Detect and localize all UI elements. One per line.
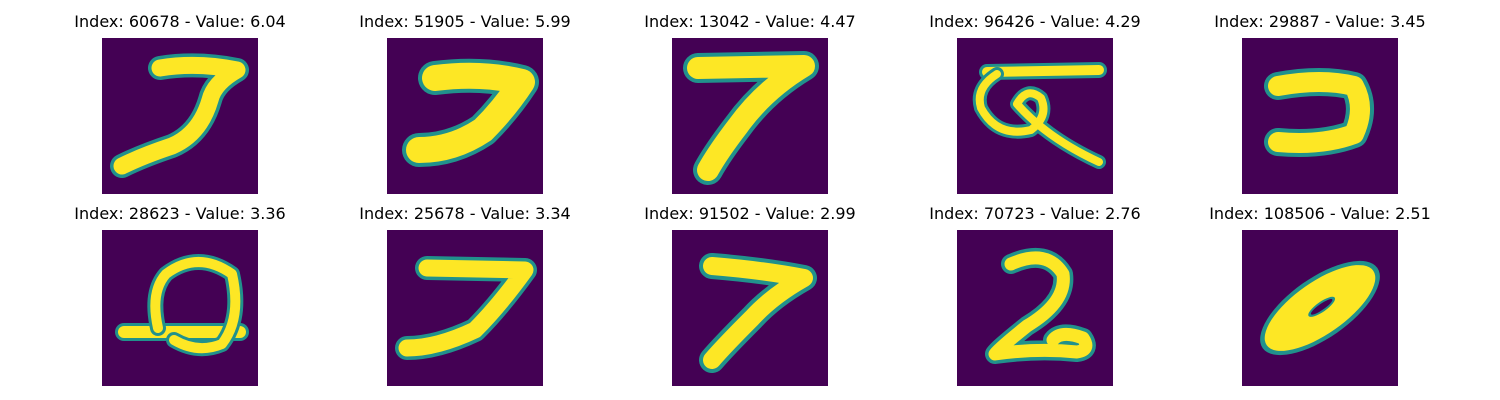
panel-1: Index: 60678 - Value: 6.04 — [30, 10, 330, 194]
panel-title: Index: 60678 - Value: 6.04 — [74, 12, 286, 31]
panel-7: Index: 25678 - Value: 3.34 — [315, 202, 615, 386]
digit-image — [387, 38, 543, 194]
panel-title: Index: 70723 - Value: 2.76 — [929, 204, 1141, 223]
digit-image — [957, 38, 1113, 194]
digit-image — [1242, 38, 1398, 194]
digit-image — [102, 230, 258, 386]
digit-image — [957, 230, 1113, 386]
panel-title: Index: 96426 - Value: 4.29 — [929, 12, 1141, 31]
panel-title: Index: 91502 - Value: 2.99 — [644, 204, 856, 223]
panel-title: Index: 108506 - Value: 2.51 — [1209, 204, 1431, 223]
digit-image — [387, 230, 543, 386]
panel-title: Index: 29887 - Value: 3.45 — [1214, 12, 1426, 31]
panel-title: Index: 51905 - Value: 5.99 — [359, 12, 571, 31]
panel-6: Index: 28623 - Value: 3.36 — [30, 202, 330, 386]
panel-4: Index: 96426 - Value: 4.29 — [885, 10, 1185, 194]
panel-5: Index: 29887 - Value: 3.45 — [1170, 10, 1470, 194]
digit-image — [672, 230, 828, 386]
panel-3: Index: 13042 - Value: 4.47 — [600, 10, 900, 194]
panel-title: Index: 28623 - Value: 3.36 — [74, 204, 286, 223]
digit-image — [1242, 230, 1398, 386]
panel-8: Index: 91502 - Value: 2.99 — [600, 202, 900, 386]
panel-9: Index: 70723 - Value: 2.76 — [885, 202, 1185, 386]
panel-title: Index: 13042 - Value: 4.47 — [644, 12, 856, 31]
panel-2: Index: 51905 - Value: 5.99 — [315, 10, 615, 194]
panel-10: Index: 108506 - Value: 2.51 — [1170, 202, 1470, 386]
digit-image — [672, 38, 828, 194]
panel-title: Index: 25678 - Value: 3.34 — [359, 204, 571, 223]
digit-image — [102, 38, 258, 194]
